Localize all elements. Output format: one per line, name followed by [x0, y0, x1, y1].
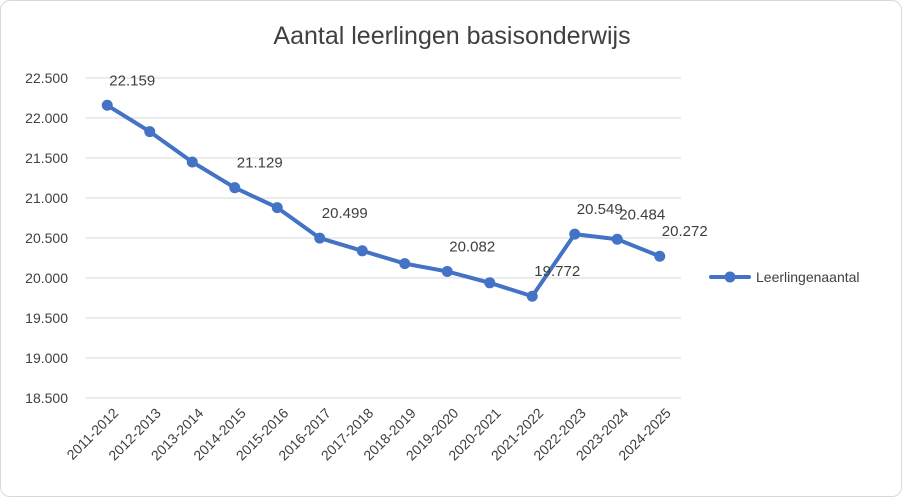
- data-label: 20.499: [322, 205, 368, 222]
- y-tick-label: 20.500: [25, 230, 68, 246]
- series: [101, 99, 666, 302]
- data-label: 22.159: [109, 72, 155, 89]
- data-point: [144, 126, 156, 138]
- data-point: [654, 250, 666, 262]
- y-tick-label: 19.000: [25, 350, 68, 366]
- data-point: [356, 245, 368, 257]
- data-label: 20.549: [577, 201, 623, 218]
- data-point: [314, 232, 326, 244]
- gridlines: [86, 77, 681, 399]
- legend-marker: [724, 271, 736, 283]
- data-point: [441, 265, 453, 277]
- data-point: [101, 99, 113, 111]
- y-tick-label: 19.500: [25, 310, 68, 326]
- data-point: [484, 277, 496, 289]
- data-label: 19.772: [534, 263, 580, 280]
- data-point: [526, 290, 538, 302]
- legend-label: Leerlingenaantal: [756, 269, 860, 285]
- y-axis-ticks: 18.500 19.000 19.500 20.000 20.500 21.000 21.5…: [25, 70, 68, 406]
- chart-title: Aantal leerlingen basisonderwijs: [273, 22, 630, 50]
- data-point: [569, 228, 581, 240]
- y-tick-label: 22.500: [25, 70, 68, 86]
- legend: Leerlingenaantal: [709, 269, 860, 285]
- data-point: [271, 202, 283, 214]
- data-point: [611, 233, 623, 245]
- data-point: [399, 258, 411, 270]
- y-tick-label: 20.000: [25, 270, 68, 286]
- data-labels: 22.159 21.129 20.499 20.082 19.772 20.54920.4…: [109, 72, 707, 280]
- data-point: [229, 182, 241, 194]
- data-label: 20.484: [619, 206, 665, 223]
- y-tick-label: 21.500: [25, 150, 68, 166]
- y-tick-label: 21.000: [25, 190, 68, 206]
- y-tick-label: 18.500: [25, 390, 68, 406]
- series-line: [105, 103, 662, 299]
- data-label: 21.129: [237, 155, 283, 172]
- data-label: 20.082: [449, 238, 495, 255]
- y-tick-label: 22.000: [25, 110, 68, 126]
- data-label: 20.272: [662, 223, 708, 240]
- data-point: [186, 156, 198, 168]
- x-axis-ticks: 2011-20122012-20132013-20142014-20152015…: [63, 405, 674, 464]
